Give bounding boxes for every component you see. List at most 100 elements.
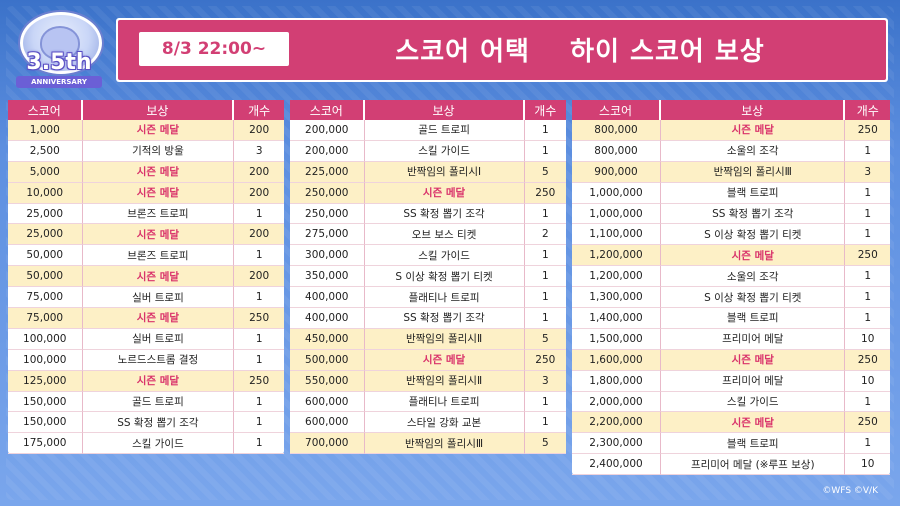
count-cell: 1	[524, 308, 566, 329]
score-cell: 550,000	[290, 370, 365, 392]
count-column-header: 개수	[845, 100, 890, 120]
table-row: 75,000 시즌 메달 250	[8, 308, 284, 329]
count-cell: 5	[524, 328, 566, 350]
reward-cell: 시즌 메달	[661, 245, 846, 267]
event-date: 8/3 22:00~	[139, 32, 289, 66]
anniversary-logo: 3.5th ANNIVERSARY	[10, 8, 106, 90]
reward-cell: 실버 트로피	[82, 328, 235, 350]
table-row: 550,000 반짝임의 폴리시Ⅱ 3	[290, 370, 566, 392]
reward-cell: S 이상 확정 뽑기 티켓	[661, 224, 846, 246]
count-cell: 1	[234, 350, 284, 371]
count-cell: 1	[524, 287, 566, 309]
reward-cell: 시즌 메달	[82, 308, 235, 329]
count-cell: 1	[524, 120, 566, 141]
reward-cell: 소울의 조각	[661, 266, 846, 288]
table-row: 2,200,000 시즌 메달 250	[572, 412, 890, 434]
reward-column-header: 보상	[364, 100, 525, 120]
score-cell: 1,000	[8, 120, 83, 141]
reward-cell: 시즌 메달	[661, 412, 846, 434]
count-cell: 10	[845, 454, 890, 476]
score-column-header: 스코어	[290, 100, 365, 120]
count-cell: 3	[845, 161, 890, 183]
score-cell: 75,000	[8, 287, 83, 309]
table-row: 1,400,000 블랙 트로피 1	[572, 308, 890, 329]
table-row: 1,600,000 시즌 메달 250	[572, 349, 890, 371]
score-cell: 100,000	[8, 349, 83, 371]
table-header: 스코어 보상 개수	[572, 100, 890, 120]
reward-cell: 브론즈 트로피	[82, 203, 235, 225]
reward-cell: 노르드스트롬 결정	[82, 349, 235, 371]
score-cell: 75,000	[8, 308, 83, 329]
reward-cell: 반짝임의 폴리시Ⅱ	[364, 370, 525, 392]
reward-table-1: 스코어 보상 개수 1,000 시즌 메달 200 2,500 기적의 방울 3 5,000 시즌 …	[8, 100, 284, 455]
count-cell: 250	[524, 349, 566, 371]
count-cell: 250	[234, 370, 284, 392]
count-cell: 200	[234, 266, 284, 288]
reward-cell: 스킬 가이드	[364, 140, 525, 162]
count-cell: 200	[234, 224, 284, 246]
count-cell: 250	[524, 182, 566, 204]
score-cell: 50,000	[8, 245, 83, 267]
reward-cell: SS 확정 뽑기 조각	[364, 308, 525, 329]
score-cell: 1,400,000	[572, 308, 662, 329]
table-row: 25,000 시즌 메달 200	[8, 224, 284, 246]
reward-cell: 시즌 메달	[661, 120, 846, 141]
reward-cell: 시즌 메달	[82, 182, 235, 204]
reward-cell: 블랙 트로피	[661, 182, 846, 204]
count-cell: 1	[845, 204, 890, 225]
reward-cell: 블랙 트로피	[661, 308, 846, 329]
table-row: 50,000 브론즈 트로피 1	[8, 245, 284, 267]
score-cell: 10,000	[8, 182, 83, 204]
count-cell: 3	[524, 370, 566, 392]
count-cell: 1	[524, 392, 566, 413]
table-row: 300,000 스킬 가이드 1	[290, 245, 566, 267]
table-row: 1,200,000 시즌 메달 250	[572, 245, 890, 267]
reward-cell: S 이상 확정 뽑기 티켓	[364, 266, 525, 288]
reward-cell: 반짝임의 폴리시Ⅱ	[364, 328, 525, 350]
score-cell: 150,000	[8, 391, 83, 413]
count-cell: 1	[234, 204, 284, 225]
count-cell: 200	[234, 161, 284, 183]
count-cell: 250	[845, 349, 890, 371]
score-cell: 2,300,000	[572, 433, 662, 455]
score-cell: 250,000	[290, 203, 365, 225]
table-row: 1,000,000 블랙 트로피 1	[572, 182, 890, 204]
table-row: 400,000 SS 확정 뽑기 조각 1	[290, 308, 566, 329]
score-cell: 800,000	[572, 140, 662, 162]
reward-cell: 프리미어 메달	[661, 328, 846, 350]
reward-cell: 블랙 트로피	[661, 433, 846, 455]
table-row: 500,000 시즌 메달 250	[290, 349, 566, 371]
table-row: 100,000 노르드스트롬 결정 1	[8, 349, 284, 371]
score-cell: 250,000	[290, 182, 365, 204]
reward-table-3: 스코어 보상 개수 800,000 시즌 메달 250 800,000 소울의 조각 1 900,…	[572, 100, 890, 476]
reward-cell: 시즌 메달	[364, 182, 525, 204]
reward-table: 스코어 보상 개수 800,000 시즌 메달 250 800,000 소울의 조각 1 900,…	[572, 100, 890, 476]
score-cell: 200,000	[290, 120, 365, 141]
count-cell: 1	[845, 141, 890, 162]
table-row: 5,000 시즌 메달 200	[8, 161, 284, 183]
score-cell: 900,000	[572, 161, 662, 183]
score-cell: 1,100,000	[572, 224, 662, 246]
count-cell: 250	[234, 308, 284, 329]
count-cell: 200	[234, 182, 284, 204]
count-cell: 10	[845, 371, 890, 392]
score-cell: 700,000	[290, 433, 365, 455]
reward-cell: 반짝임의 폴리시Ⅲ	[364, 433, 525, 455]
score-cell: 275,000	[290, 224, 365, 246]
count-cell: 1	[234, 433, 284, 455]
score-cell: 400,000	[290, 287, 365, 309]
page-title: 스코어 어택 하이 스코어 보상	[395, 36, 765, 67]
reward-cell: 골드 트로피	[82, 391, 235, 413]
table-row: 800,000 소울의 조각 1	[572, 140, 890, 162]
score-cell: 450,000	[290, 328, 365, 350]
score-cell: 2,500	[8, 140, 83, 162]
count-cell: 1	[524, 245, 566, 267]
count-cell: 1	[845, 308, 890, 329]
count-cell: 1	[234, 245, 284, 267]
table-row: 275,000 오브 보스 티켓 2	[290, 224, 566, 246]
reward-cell: 실버 트로피	[82, 287, 235, 309]
table-row: 100,000 실버 트로피 1	[8, 328, 284, 350]
table-header: 스코어 보상 개수	[290, 100, 566, 120]
table-row: 600,000 스타일 강화 교본 1	[290, 412, 566, 434]
reward-cell: 플래티나 트로피	[364, 287, 525, 309]
